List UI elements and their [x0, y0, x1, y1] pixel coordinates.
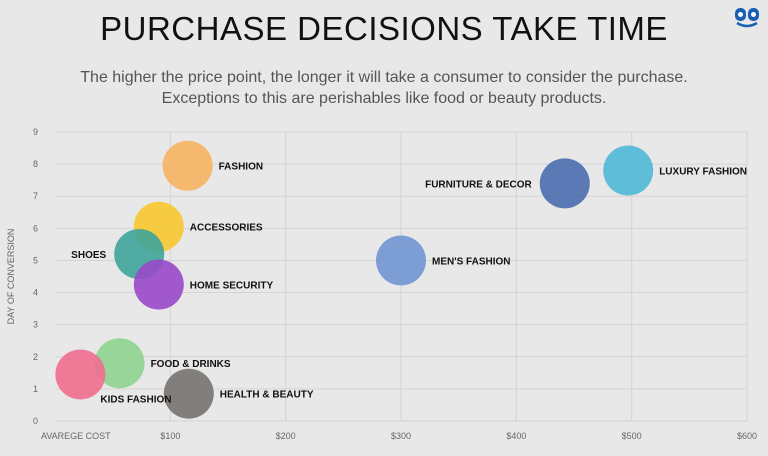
chart-axes: 0 1 2 3 4 5 6 7 8 9 $100 $200 $300 $400 $500 $600 AVAREG…: [6, 127, 757, 441]
y-tick-label: 5: [33, 255, 38, 265]
bubble-label: ACCESSORIES: [190, 223, 263, 234]
bubble-label: KIDS FASHION: [100, 394, 171, 405]
bubble-point: [55, 349, 106, 400]
bubble-label: FURNITURE & DECOR: [425, 179, 532, 190]
x-tick-label: $500: [622, 431, 642, 441]
x-tick-label: $300: [391, 431, 411, 441]
x-tick-label: $600: [737, 431, 757, 441]
chart-subtitle: The higher the price point, the longer i…: [0, 67, 768, 109]
bubble-point: [539, 158, 590, 209]
bubble-point: [376, 235, 426, 286]
x-tick-label: $400: [506, 431, 526, 441]
chart-bubbles: [55, 140, 654, 419]
brand-logo-icon: [735, 8, 759, 28]
x-tick-label: $200: [276, 431, 296, 441]
y-tick-label: 3: [33, 320, 38, 330]
bubble-point: [94, 338, 145, 389]
bubble-point: [603, 145, 654, 196]
y-tick-label: 0: [33, 416, 38, 426]
y-tick-label: 4: [33, 288, 38, 298]
chart-title: PURCHASE DECISIONS TAKE TIME: [100, 10, 668, 47]
chart-labels: FASHION ACCESSORIES SHOES HOME SECURITY FOOD…: [71, 162, 747, 406]
bubble-point: [133, 259, 184, 310]
y-tick-label: 1: [33, 384, 38, 394]
y-tick-label: 9: [33, 127, 38, 137]
y-tick-label: 2: [33, 352, 38, 362]
subtitle-line-1: The higher the price point, the longer i…: [80, 69, 688, 86]
bubble-label: HEALTH & BEAUTY: [220, 390, 314, 401]
bubble-label: FOOD & DRINKS: [151, 359, 231, 370]
bubble-label: HOME SECURITY: [190, 281, 274, 292]
y-tick-label: 7: [33, 191, 38, 201]
y-axis-title: DAY OF CONVERSION: [6, 229, 16, 325]
x-tick-label: $100: [160, 431, 180, 441]
bubble-label: LUXURY FASHION: [659, 167, 747, 178]
y-tick-label: 8: [33, 159, 38, 169]
x-axis-title: AVAREGE COST: [41, 431, 111, 441]
y-tick-label: 6: [33, 223, 38, 233]
subtitle-line-2: Exceptions to this are perishables like …: [161, 90, 607, 107]
bubble-point: [162, 140, 213, 191]
bubble-label: SHOES: [71, 250, 106, 261]
bubble-label: FASHION: [219, 162, 263, 173]
bubble-label: MEN'S FASHION: [432, 256, 511, 267]
bubble-point: [163, 368, 214, 419]
